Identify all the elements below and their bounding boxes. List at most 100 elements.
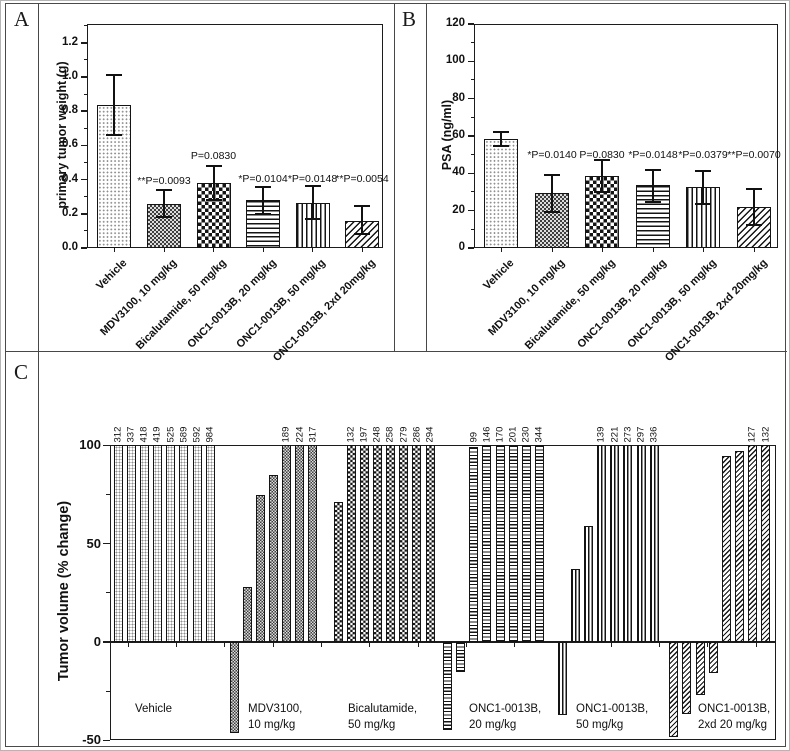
bar [682, 642, 692, 714]
y-axis-tick [468, 135, 474, 137]
error-bar-line [361, 206, 363, 235]
bar [482, 445, 492, 642]
bar [469, 447, 479, 642]
y-axis-tick-label: 0.6 [62, 138, 78, 151]
bar [242, 586, 252, 642]
p-value-label: P=0.0830 [190, 150, 237, 163]
p-value-label: **P=0.0070 [727, 148, 781, 161]
group-label: MDV3100, 10 mg/kg [248, 703, 303, 731]
bar [166, 445, 176, 642]
x-axis-tick [753, 248, 755, 252]
error-bar-line [601, 160, 603, 192]
bar-value-label: 336 [648, 426, 660, 442]
x-axis-tick [272, 642, 274, 648]
y-axis-tick-label: 0 [93, 634, 101, 649]
bar-value-label: 279 [398, 426, 409, 442]
bar [399, 445, 409, 642]
y-axis-minor-tick [470, 191, 474, 193]
error-bar-line [652, 169, 654, 203]
bar [308, 445, 318, 642]
y-axis-tick-label: 0.4 [62, 172, 78, 185]
label-column-divider-left [38, 3, 39, 747]
error-bar-cap-bottom [156, 216, 172, 219]
x-axis-tick [465, 642, 467, 648]
y-axis-tick [468, 247, 474, 249]
bar-value-label: 170 [494, 426, 506, 442]
y-axis-tick [103, 641, 110, 643]
error-bar-line [212, 165, 215, 201]
x-axis-tick [702, 248, 704, 252]
y-axis-minor-tick [106, 690, 110, 692]
bar-value-label: 230 [520, 426, 532, 442]
bar [636, 445, 646, 642]
error-bar-line [262, 187, 264, 214]
bar-value-label: 146 [481, 426, 493, 442]
bar-value-label: 201 [507, 426, 519, 442]
error-bar-line [702, 170, 704, 205]
bar [669, 642, 679, 738]
x-axis-tick [652, 248, 654, 252]
bar [761, 445, 771, 642]
p-value-label: P=0.0830 [579, 148, 625, 161]
bar-value-label: 525 [165, 426, 177, 442]
bar [295, 445, 305, 642]
x-axis-tick [262, 248, 264, 252]
group-label: ONC1-0013B, 20 mg/kg [469, 703, 542, 731]
x-axis-tick [369, 642, 371, 648]
bar [412, 445, 422, 642]
bar [192, 445, 202, 642]
y-axis-tick [81, 247, 87, 249]
error-bar-line [163, 189, 165, 218]
group-label: ONC1-0013B, 50 mg/kg [576, 703, 649, 731]
group-label: ONC1-0013B, 2xd 20 mg/kg [698, 703, 771, 731]
y-axis-minor-tick [470, 79, 474, 81]
y-axis-tick [81, 178, 87, 181]
error-bar-cap-bottom [106, 134, 122, 137]
x-axis-tick [176, 642, 178, 648]
bar [346, 445, 356, 642]
y-axis-tick-label: 0.0 [62, 241, 78, 253]
y-axis-minor-tick [83, 25, 87, 27]
p-value-label: **P=0.0093 [137, 174, 191, 187]
error-bar-cap-top [304, 185, 321, 188]
bar [372, 445, 382, 642]
bar [735, 451, 745, 642]
y-axis-tick-label: 20 [452, 203, 465, 216]
error-bar-cap-bottom [304, 217, 321, 220]
bar [597, 445, 607, 642]
bar [268, 474, 278, 642]
x-axis-tick [213, 248, 214, 252]
panel-b-letter: B [402, 7, 417, 31]
bar-value-label: 592 [191, 426, 203, 442]
bar [205, 445, 215, 642]
x-axis-tick [659, 642, 661, 648]
error-bar-cap-top [106, 74, 122, 77]
bar [333, 502, 343, 642]
x-axis-tick [514, 642, 516, 648]
error-bar-cap-bottom [255, 212, 271, 215]
y-axis-tick [103, 444, 110, 447]
x-axis-tick [361, 248, 363, 252]
error-bar-cap-top [354, 205, 370, 208]
bar-value-label: 221 [609, 426, 621, 442]
bar [623, 445, 633, 642]
error-bar-cap-top [645, 168, 661, 171]
error-bar-line [311, 186, 314, 219]
x-axis-tick [127, 642, 129, 648]
error-bar-cap-bottom [746, 223, 762, 226]
bar [557, 642, 567, 715]
bar [695, 642, 705, 696]
y-axis-minor-tick [83, 59, 87, 61]
bar-value-label: 258 [384, 426, 396, 442]
error-bar-line [500, 132, 502, 147]
error-bar-line [753, 189, 755, 225]
p-value-label: *P=0.0379 [678, 148, 728, 161]
bar [570, 569, 580, 642]
error-bar-cap-top [205, 164, 222, 167]
bar-value-label: 286 [411, 426, 423, 442]
x-axis-tick [551, 248, 553, 252]
y-axis-tick [103, 739, 110, 742]
